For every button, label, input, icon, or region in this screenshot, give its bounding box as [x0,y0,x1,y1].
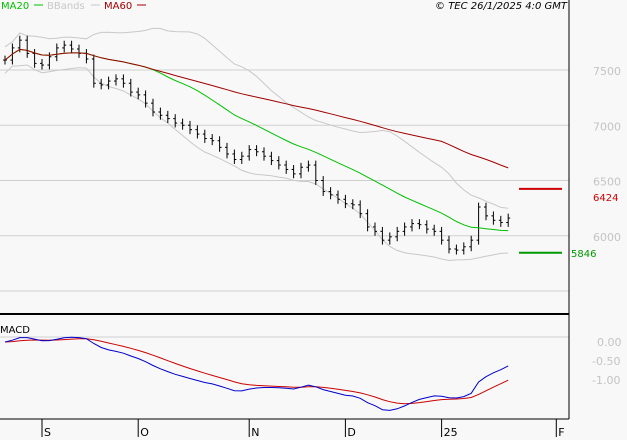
macd-tick-label: -1.00 [592,374,620,387]
price-bar [269,151,274,166]
price-bar [313,160,318,185]
price-bar [387,232,392,245]
price-bar [202,129,207,143]
price-bar [136,87,141,100]
macd-title: MACD [0,325,30,336]
price-bar [350,199,355,210]
price-bar [77,44,81,58]
price-bar [232,149,237,164]
x-tick-label: D [347,426,355,439]
price-bar [410,219,414,232]
price-bar [432,224,437,236]
price-bar [424,220,429,234]
price-bar [291,165,296,179]
price-bar [114,74,118,86]
price-bar [299,162,303,179]
ma60-line [4,48,509,169]
price-bar [343,194,348,209]
price-bar [165,110,170,124]
price-bar [225,142,229,159]
price-bar [217,136,222,152]
macd-signal-line [4,338,509,405]
price-bar [84,49,89,64]
price-bar [439,226,444,245]
price-bar [365,209,370,232]
price-bar [358,200,363,219]
price-bar [306,160,311,172]
price-bar [262,147,266,161]
price-bar [506,213,511,227]
price-bar [128,78,133,97]
price-bar [180,118,185,130]
price-bar [476,202,481,245]
price-bar [173,114,178,128]
price-bar [498,215,503,227]
x-tick-label: O [140,426,149,439]
price-bar [121,74,126,88]
bband-lower [4,64,509,262]
support-label: 5846 [571,249,596,260]
bband-upper [4,27,509,209]
price-bar [284,160,289,174]
price-bar [32,49,37,68]
copyright: © TEC 26/1/2025 4:0 GMT [435,1,568,12]
price-bar [91,54,96,88]
price-bar [40,58,44,70]
x-tick-label: 25 [444,426,458,439]
price-bar [461,242,466,255]
y-tick-label: 7000 [593,120,621,133]
macd-line [4,336,509,411]
y-tick-label: 6500 [593,176,621,189]
x-tick-label: N [251,426,259,439]
legend-ma20: MA20 [1,1,29,12]
legend-ma60: MA60 [104,1,132,12]
price-bar [247,145,252,161]
price-bar [254,145,259,157]
price-bar [158,107,163,120]
price-bar [143,90,148,108]
price-bar [454,244,459,255]
legend-bbands: BBands [47,1,85,12]
price-bar [54,43,59,62]
macd-tick-label: 0.00 [597,336,622,349]
price-bar [395,226,400,242]
price-bar [417,219,422,230]
price-bar [106,76,111,90]
price-bar [62,40,67,53]
price-bar [491,211,496,225]
price-bar [188,120,192,135]
price-bar [195,125,200,139]
price-bar [321,176,326,196]
price-bar [25,35,30,58]
price-bar [99,78,104,90]
price-bar [447,235,451,254]
price-bar [210,134,215,146]
price-bar [380,226,385,245]
x-tick-label: F [558,426,564,439]
y-tick-label: 6000 [593,231,621,244]
price-bar [69,40,74,54]
price-bar [328,187,333,200]
price-bar [336,190,340,204]
price-bar [151,98,155,117]
price-bar [373,222,377,236]
x-tick-label: S [44,426,51,439]
price-bar [484,202,488,221]
resistance-label: 6424 [593,193,618,204]
price-bar [469,235,474,252]
price-bar [276,156,281,170]
macd-tick-label: -0.50 [592,355,620,368]
price-bar [402,222,407,236]
y-tick-label: 7500 [593,65,621,78]
price-bar [239,151,244,164]
